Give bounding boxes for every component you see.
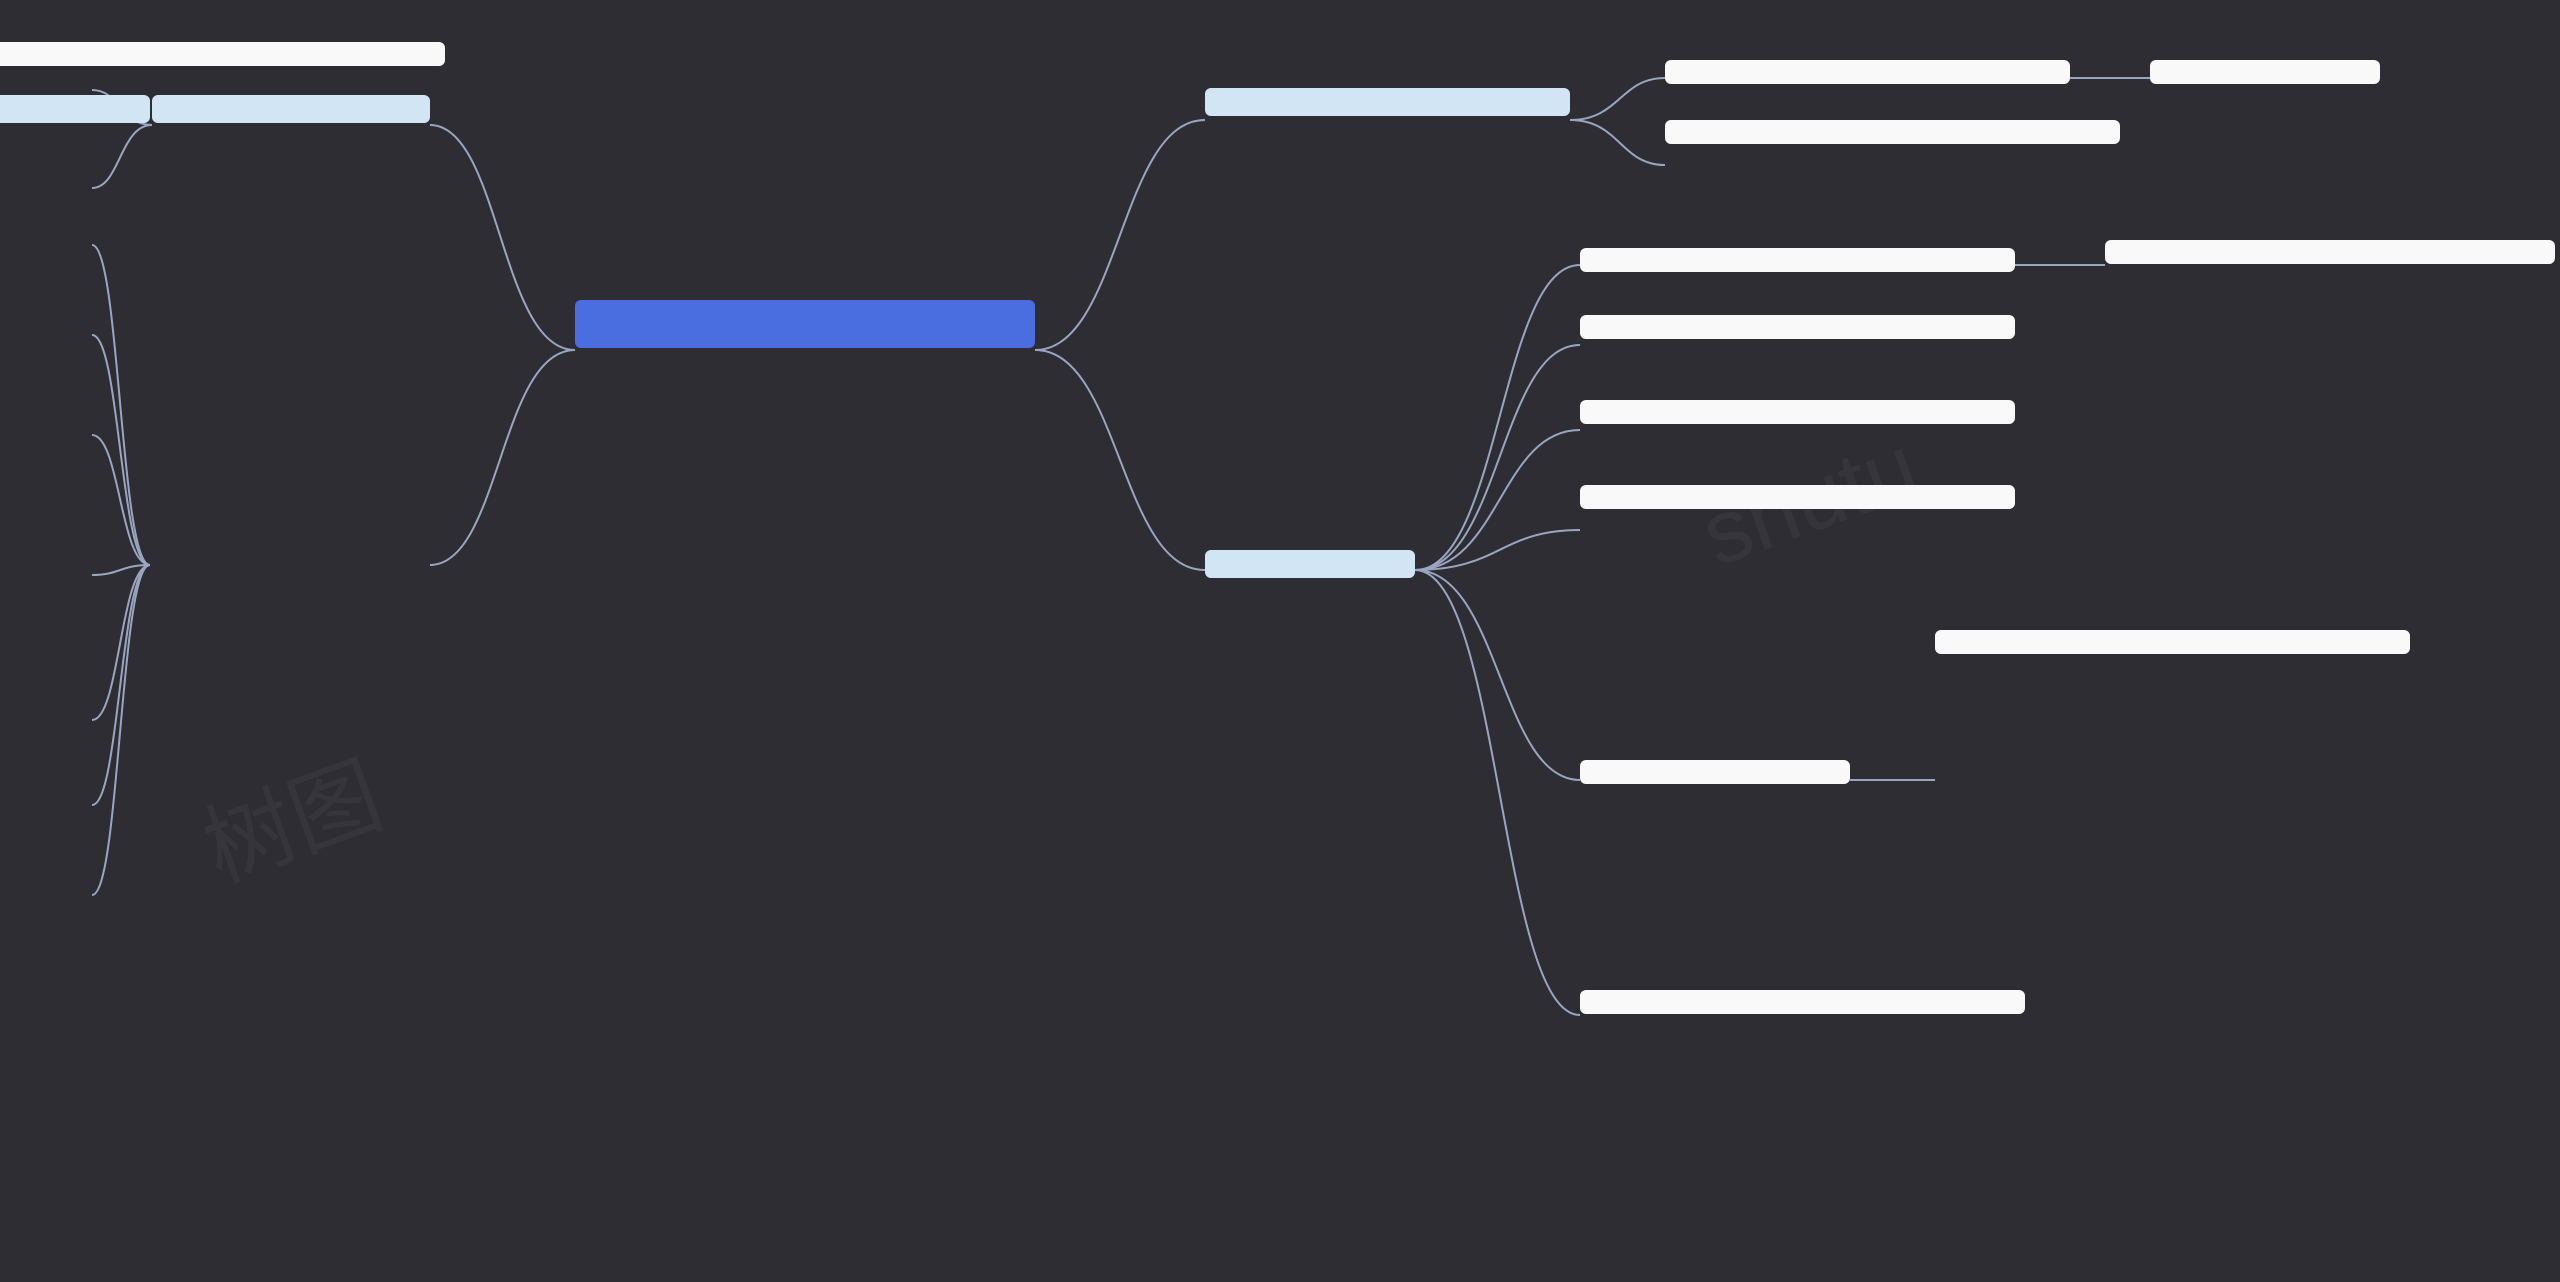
r2-g2-item-0 <box>1580 990 2025 1014</box>
r2-g1-item-0 <box>1580 315 2015 339</box>
r2-g1-header <box>1580 248 2015 272</box>
r2-g2-header <box>1580 760 1850 784</box>
r1-item-0-child <box>2150 60 2380 84</box>
r2-g1-item-2 <box>1580 485 2015 509</box>
r2-g1-header-child <box>2105 240 2555 264</box>
r2-g1-item-1 <box>1580 400 2015 424</box>
left-branch-1-node <box>152 95 430 123</box>
right-branch-2 <box>1205 550 1415 578</box>
l1-item-0-hidden <box>45 42 445 66</box>
center-node <box>575 300 1035 348</box>
right-branch-1 <box>1205 88 1570 116</box>
r1-item-1 <box>1665 120 2120 144</box>
left-branch-1 <box>0 95 150 123</box>
r2-g2-header-child <box>1935 630 2410 654</box>
r1-item-0 <box>1665 60 2070 84</box>
watermark: 树图 <box>183 723 397 907</box>
